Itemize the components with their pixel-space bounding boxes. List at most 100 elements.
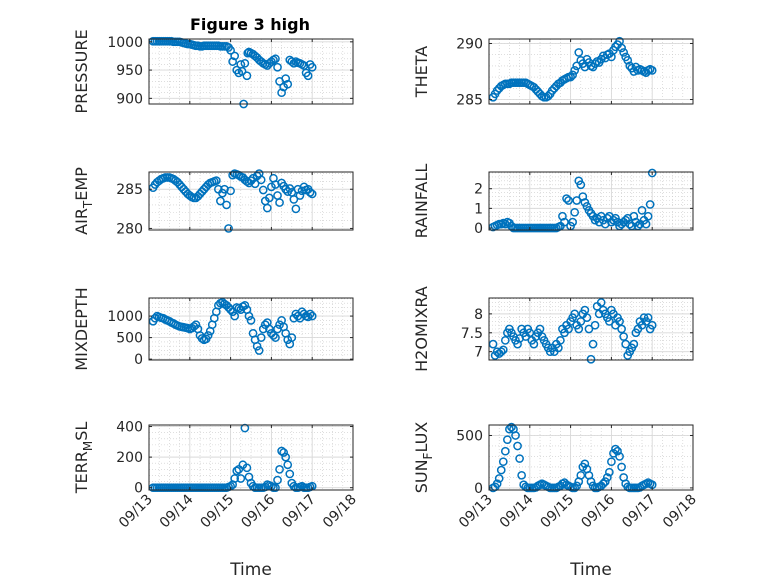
axes-box (488, 38, 694, 105)
data-point (277, 88, 286, 98)
data-point (305, 188, 315, 197)
data-point (562, 194, 571, 203)
y-axis-label: TERRMSL (72, 422, 95, 495)
data-point (258, 324, 268, 334)
data-point (500, 446, 510, 456)
data-point (525, 328, 535, 338)
data-point (237, 66, 247, 76)
y-tick-label: 8 (474, 307, 483, 323)
y-tick-label: 1000 (107, 309, 143, 325)
data-point (617, 462, 626, 472)
y-axis-label: THETA (412, 46, 431, 98)
data-point (254, 346, 264, 355)
data-point (605, 467, 614, 477)
data-point (246, 316, 256, 325)
data-point (291, 204, 301, 214)
data-point (500, 335, 510, 345)
data-point (576, 470, 586, 480)
y-tick-label: 200 (116, 450, 143, 466)
y-tick-label: 7.5 (461, 326, 483, 342)
data-point (271, 333, 280, 342)
data-point (242, 463, 252, 473)
data-point (226, 45, 235, 55)
data-point (580, 305, 590, 315)
data-point (307, 189, 317, 199)
data-point (258, 185, 268, 195)
data-point (645, 200, 655, 209)
data-point (584, 324, 594, 334)
data-point (236, 474, 246, 483)
data-point (232, 466, 242, 476)
data-point (283, 79, 293, 89)
axes-box (488, 297, 694, 361)
axes-box (148, 171, 354, 231)
data-point (570, 309, 580, 319)
y-tick-label: 950 (116, 63, 143, 79)
axes-box (488, 171, 694, 231)
data-point (307, 62, 317, 72)
data-point (568, 217, 577, 227)
data-point (564, 324, 573, 334)
y-axis-label: MIXDEPTH (72, 287, 91, 370)
data-point (287, 57, 297, 66)
data-point (513, 339, 522, 349)
data-point (543, 91, 553, 101)
y-tick-label: 285 (116, 182, 143, 198)
data-point (615, 317, 624, 326)
data-point (596, 298, 606, 307)
data-point (256, 175, 266, 185)
data-point (289, 195, 299, 204)
y-tick-label: 7 (474, 345, 483, 361)
y-tick-label: 1 (474, 201, 483, 217)
data-point (496, 465, 506, 475)
data-point (600, 477, 610, 486)
data-point (283, 460, 293, 470)
data-point (582, 313, 592, 323)
data-point (613, 446, 622, 456)
data-point (625, 61, 635, 71)
series-markers (488, 168, 657, 233)
series-markers (148, 36, 317, 109)
data-point (265, 324, 274, 334)
y-tick-label: 0 (474, 221, 483, 237)
data-point (609, 215, 618, 225)
data-point (244, 311, 254, 321)
data-point (590, 320, 600, 330)
data-point (617, 43, 626, 53)
data-point (303, 71, 313, 81)
y-tick-label: 500 (116, 331, 143, 347)
data-point (617, 324, 626, 334)
axes-box (148, 38, 354, 105)
data-point (307, 311, 317, 321)
data-point (279, 448, 288, 457)
series-markers (488, 422, 657, 493)
x-axis-label: Time (569, 560, 612, 580)
data-point (240, 300, 250, 310)
data-point (564, 196, 573, 205)
y-tick-label: 900 (116, 91, 143, 107)
data-point (611, 444, 620, 454)
data-point (260, 482, 270, 492)
data-point (580, 459, 590, 469)
data-point (295, 191, 305, 200)
data-point (496, 347, 506, 357)
y-tick-label: 500 (456, 428, 483, 444)
y-tick-label: 1000 (107, 35, 143, 51)
data-point (560, 217, 569, 227)
data-point (150, 313, 160, 323)
data-point (265, 193, 274, 203)
data-point (637, 205, 647, 215)
y-axis-label: H2OMIXRA (412, 286, 431, 372)
data-point (240, 423, 250, 433)
data-point (615, 452, 624, 461)
data-point (586, 354, 596, 364)
data-point (566, 72, 575, 82)
data-point (273, 475, 282, 485)
data-point (647, 320, 657, 330)
data-point (228, 57, 237, 66)
data-point (590, 215, 600, 225)
data-point (242, 71, 252, 81)
data-point (503, 435, 512, 445)
data-point (647, 66, 657, 75)
data-point (529, 339, 539, 349)
